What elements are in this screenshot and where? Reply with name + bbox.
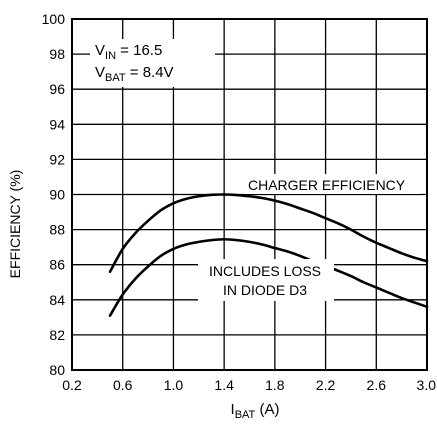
y-tick-label: 88 [49,222,65,238]
vin-sub: IN [105,50,116,62]
x-axis-ticks: 0.2 0.6 1.0 1.4 1.8 2.2 2.6 3.0 [62,377,436,393]
vin-suffix: = 16.5 [116,42,162,59]
x-axis-label-sub: BAT [235,409,256,421]
vbat-suffix: = 8.4V [126,64,174,81]
x-tick-label: 0.2 [62,377,82,393]
series2-label-bg [198,259,334,301]
x-tick-label: 3.0 [417,377,437,393]
y-tick-label: 84 [49,292,65,308]
y-tick-label: 82 [49,327,65,343]
series1-label-bg [244,174,420,194]
vbat-main: V [95,64,105,81]
series2-label-line-1: INCLUDES LOSS [209,263,321,279]
includes-loss-curve [108,237,429,317]
x-tick-label: 2.6 [367,377,387,393]
x-axis-label-main: I [231,401,235,418]
plot-frame [71,18,428,371]
y-tick-label: 98 [49,46,65,62]
y-tick-label: 92 [49,151,65,167]
vin-main: V [95,42,105,59]
x-axis-label: IBAT (A) [231,401,280,421]
y-tick-label: 90 [49,187,65,203]
x-axis-label-suffix: (A) [255,401,279,418]
x-tick-label: 1.4 [214,377,234,393]
series2-label-line-2: IN DIODE D3 [223,282,307,298]
charger-efficiency-curve [108,193,429,274]
x-tick-label: 1.0 [164,377,184,393]
conditions-line-1: VIN = 16.5 [95,42,162,62]
y-tick-label: 100 [42,11,66,27]
grid-lines [72,19,427,370]
conditions-label-bg [90,39,215,87]
x-tick-label: 1.8 [265,377,285,393]
conditions-line-2: VBAT = 8.4V [95,64,174,84]
y-tick-label: 94 [49,116,65,132]
y-axis-ticks: 80 82 84 86 88 90 92 94 96 98 100 [42,11,66,378]
y-tick-label: 80 [49,362,65,378]
series1-label: CHARGER EFFICIENCY [248,177,406,193]
x-tick-label: 0.6 [113,377,133,393]
x-tick-label: 2.2 [316,377,336,393]
y-tick-label: 96 [49,81,65,97]
y-tick-label: 86 [49,257,65,273]
vbat-sub: BAT [105,72,126,84]
y-axis-label: EFFICIENCY (%) [7,170,23,279]
